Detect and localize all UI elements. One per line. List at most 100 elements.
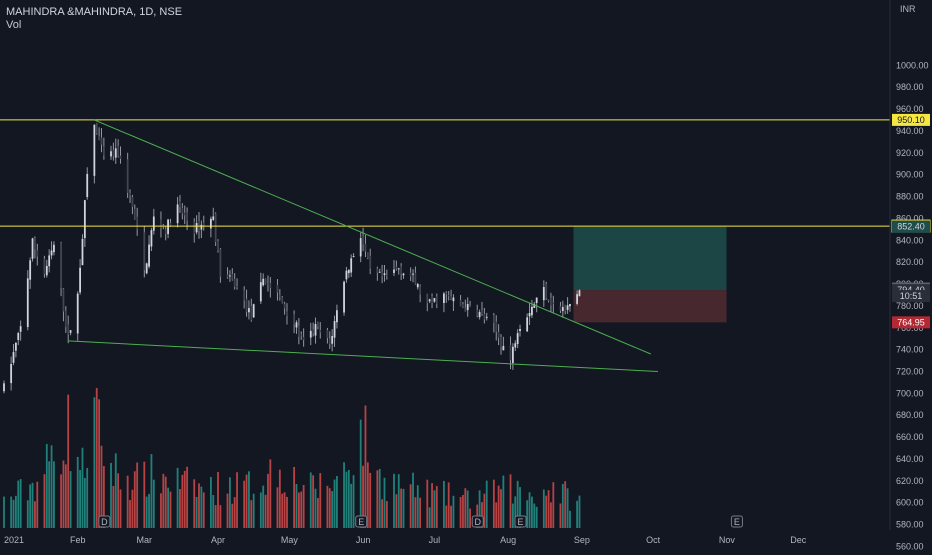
candle-body xyxy=(333,321,336,338)
volume-bar xyxy=(176,467,179,528)
candle-body xyxy=(236,286,238,288)
candle-body xyxy=(252,304,255,318)
volume-bar xyxy=(519,487,521,528)
volume-bar xyxy=(83,478,86,528)
price-tick-label: 920.00 xyxy=(896,148,924,158)
candle-body xyxy=(511,346,514,363)
candle-body xyxy=(62,288,65,312)
volume-bar xyxy=(412,472,414,528)
candle-body xyxy=(69,330,72,333)
volume-bar xyxy=(202,492,205,528)
price-tick-label: 700.00 xyxy=(896,388,924,398)
volume-bar xyxy=(561,484,564,528)
candle-body xyxy=(276,284,279,293)
price-tag: 852.40 xyxy=(892,220,930,233)
candle-body xyxy=(278,295,281,297)
candle-body xyxy=(542,287,545,301)
volume-bar xyxy=(193,479,196,528)
candle-body xyxy=(483,313,486,320)
volume-bar xyxy=(102,466,105,528)
candle-body xyxy=(245,298,248,312)
price-tick-label: 660.00 xyxy=(896,432,924,442)
candle-body xyxy=(362,236,364,245)
time-tick-label: Nov xyxy=(719,535,736,545)
candle-body xyxy=(552,302,555,304)
volume-bar xyxy=(259,492,262,528)
price-tick-label: 620.00 xyxy=(896,476,924,486)
volume-bar xyxy=(186,466,189,528)
candle-body xyxy=(219,249,222,277)
candle-body xyxy=(53,244,55,253)
candle-body xyxy=(76,293,79,334)
volume-bar xyxy=(26,500,29,528)
candle-body xyxy=(181,207,184,214)
candle-body xyxy=(243,290,246,301)
volume-bar xyxy=(426,479,429,528)
volume-bar xyxy=(416,485,419,528)
candle-body xyxy=(176,204,179,224)
volume-bar xyxy=(150,454,153,528)
candle-body xyxy=(164,229,167,234)
event-letter: E xyxy=(358,517,364,527)
candle-body xyxy=(86,173,89,198)
candle-body xyxy=(576,294,578,304)
volume-bar xyxy=(331,491,334,528)
volume-bar xyxy=(328,488,331,528)
volume-bar xyxy=(243,480,246,528)
volume-bar xyxy=(578,495,581,528)
volume-bar xyxy=(495,502,498,528)
volume-bar xyxy=(93,397,96,528)
volume-bar xyxy=(576,500,578,528)
candle-body xyxy=(102,146,105,156)
candle-body xyxy=(381,271,384,277)
candle-body xyxy=(419,285,422,295)
candle-body xyxy=(60,242,62,289)
volume-bar xyxy=(516,480,519,528)
volume-bar xyxy=(217,472,219,528)
volume-bar xyxy=(36,481,39,528)
volume-bar xyxy=(378,468,381,528)
time-tick-label: Aug xyxy=(500,535,516,545)
candle-body xyxy=(229,275,231,277)
price-tag-box xyxy=(892,220,930,233)
volume-bar xyxy=(114,453,117,528)
price-tick-label: 840.00 xyxy=(896,235,924,245)
volume-bar xyxy=(67,394,70,528)
candle-body xyxy=(345,270,348,280)
volume-bar xyxy=(152,479,155,528)
volume-bar xyxy=(362,465,364,528)
volume-bar xyxy=(143,461,146,528)
candle-body xyxy=(262,278,265,286)
volume-bar xyxy=(326,485,329,528)
candle-body xyxy=(426,293,429,304)
volume-bar xyxy=(333,479,336,528)
volume-bar xyxy=(400,488,403,528)
volume-bar xyxy=(514,496,517,528)
volume-bar xyxy=(214,505,217,528)
volume-bar xyxy=(393,473,395,528)
candle-body xyxy=(331,336,334,344)
volume-indicator-label[interactable]: Vol xyxy=(6,19,22,31)
candle-body xyxy=(64,310,67,328)
candle-body xyxy=(217,240,219,251)
symbol-title[interactable]: MAHINDRA &MAHINDRA, 1D, NSE xyxy=(6,6,183,18)
volume-bar xyxy=(110,462,112,528)
candle-body xyxy=(264,279,267,285)
volume-bar xyxy=(145,496,148,528)
volume-bar xyxy=(53,461,55,528)
volume-bar xyxy=(62,460,65,528)
candle-body xyxy=(445,292,448,295)
volume-bar xyxy=(233,497,236,528)
volume-bar xyxy=(229,477,231,528)
volume-bar xyxy=(550,502,552,528)
candle-body xyxy=(50,250,53,256)
volume-bar xyxy=(531,496,533,528)
candle-body xyxy=(231,274,234,280)
time-tick-label: Jun xyxy=(356,535,371,545)
volume-bar xyxy=(483,493,486,528)
candle-body xyxy=(402,273,405,276)
price-tick-label: 680.00 xyxy=(896,410,924,420)
candle-body xyxy=(83,200,86,239)
